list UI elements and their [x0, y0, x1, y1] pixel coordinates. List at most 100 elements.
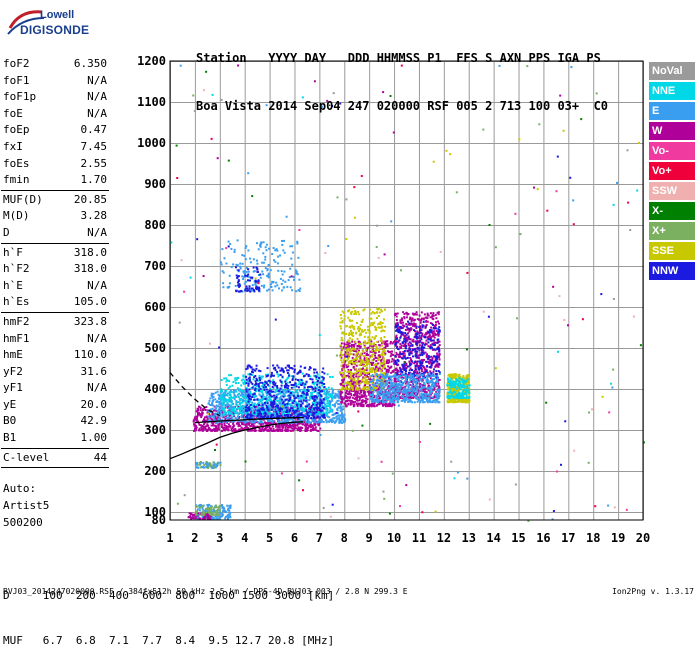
echo-point — [362, 396, 364, 398]
echo-point — [279, 388, 281, 390]
echo-point — [416, 342, 418, 344]
echo-point — [352, 332, 354, 334]
echo-point — [326, 414, 328, 416]
echo-point — [409, 341, 411, 343]
echo-point — [331, 409, 333, 411]
echo-point — [384, 309, 386, 311]
echo-point — [206, 430, 208, 432]
echo-point — [392, 358, 394, 360]
echo-point — [343, 402, 345, 404]
echo-point — [339, 356, 341, 358]
echo-point — [340, 353, 342, 355]
echo-point — [342, 354, 344, 356]
echo-point — [323, 421, 325, 423]
echo-point — [430, 377, 432, 379]
echo-point — [286, 379, 288, 381]
echo-point — [354, 348, 356, 350]
echo-point — [245, 410, 247, 412]
echo-point — [424, 372, 426, 374]
echo-point — [287, 415, 289, 417]
echo-point — [262, 409, 264, 411]
echo-point — [311, 396, 313, 398]
echo-point — [434, 344, 436, 346]
echo-point — [419, 329, 421, 331]
echo-point — [370, 313, 372, 315]
echo-point — [339, 372, 341, 374]
echo-point — [400, 353, 402, 355]
echo-point — [316, 393, 318, 395]
echo-point — [425, 317, 427, 319]
echo-point — [380, 370, 382, 372]
echo-point — [433, 368, 435, 370]
echo-point — [403, 316, 405, 318]
echo-point — [205, 425, 207, 427]
echo-point — [350, 378, 352, 380]
echo-point — [331, 411, 333, 413]
echo-point — [319, 396, 321, 398]
echo-point — [209, 397, 211, 399]
echo-point — [355, 311, 357, 313]
echo-point — [224, 407, 226, 409]
echo-point — [364, 380, 366, 382]
echo-point — [316, 384, 318, 386]
echo-point — [237, 387, 239, 389]
echo-point — [298, 400, 300, 402]
echo-point — [244, 422, 246, 424]
echo-point — [410, 323, 412, 325]
echo-point — [323, 383, 325, 385]
echo-point — [198, 429, 200, 431]
echo-point — [314, 399, 316, 401]
echo-point — [320, 394, 322, 396]
echo-point — [368, 339, 370, 341]
echo-point — [417, 367, 419, 369]
echo-point — [281, 369, 283, 371]
echo-point — [376, 341, 378, 343]
echo-point — [392, 342, 394, 344]
echo-point — [226, 417, 228, 419]
echo-point — [353, 328, 355, 330]
echo-point — [251, 429, 253, 431]
echo-point — [397, 323, 399, 325]
echo-point — [240, 415, 242, 417]
echo-point — [269, 398, 271, 400]
echo-point — [405, 345, 407, 347]
echo-point — [421, 370, 423, 372]
echo-point — [405, 347, 407, 349]
echo-point — [222, 401, 224, 403]
echo-point — [296, 424, 298, 426]
echo-point — [415, 332, 417, 334]
echo-point — [205, 409, 207, 411]
echo-point — [226, 384, 228, 386]
echo-point — [371, 350, 373, 352]
echo-point — [349, 360, 351, 362]
echo-point — [305, 421, 307, 423]
echo-point — [369, 318, 371, 320]
echo-point — [288, 391, 290, 393]
echo-point — [286, 399, 288, 401]
echo-point — [372, 324, 374, 326]
echo-point — [369, 309, 371, 311]
echo-point — [313, 413, 315, 415]
echo-point — [409, 317, 411, 319]
echo-point — [215, 414, 217, 416]
echo-point — [429, 329, 431, 331]
echo-point — [391, 361, 393, 363]
echo-point — [350, 404, 352, 406]
echo-point — [252, 387, 254, 389]
echo-point — [353, 344, 355, 346]
echo-point — [272, 391, 274, 393]
echo-point — [421, 354, 423, 356]
echo-point — [342, 377, 344, 379]
echo-point — [375, 360, 377, 362]
echo-point — [275, 430, 277, 432]
echo-point — [352, 347, 354, 349]
echo-point — [297, 395, 299, 397]
echo-point — [383, 366, 385, 368]
echo-point — [378, 403, 380, 405]
echo-point — [363, 355, 365, 357]
echo-point — [300, 382, 302, 384]
echo-point — [209, 400, 211, 402]
echo-point — [325, 408, 327, 410]
echo-point — [253, 405, 255, 407]
echo-point — [280, 381, 282, 383]
